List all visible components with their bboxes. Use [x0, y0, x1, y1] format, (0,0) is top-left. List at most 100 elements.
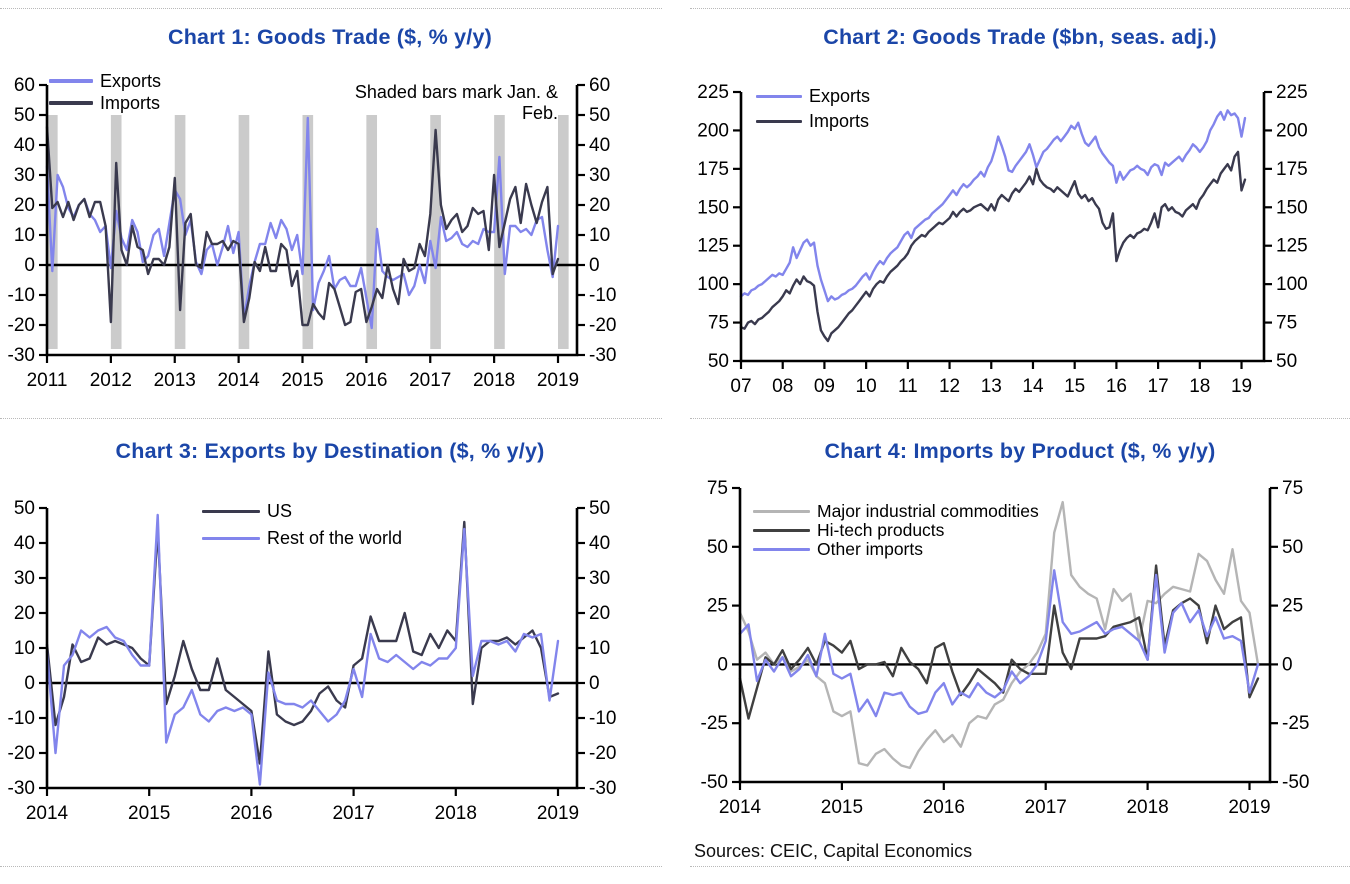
- chart2-title: Chart 2: Goods Trade ($bn, seas. adj.): [823, 25, 1217, 49]
- chart2-plot: 225 225 200 200 175 175 150 150 125 125 100 100 75 75…: [697, 82, 1307, 397]
- legend-swatch: [756, 119, 802, 124]
- y-tick-label: 20: [589, 195, 610, 216]
- legend-label: Exports: [809, 86, 871, 106]
- y-tick-label: 40: [589, 135, 610, 156]
- x-tick-label: 2014: [26, 803, 69, 824]
- y-tick-label: 20: [14, 603, 35, 624]
- legend-label: Hi-tech products: [817, 520, 945, 540]
- y-tick-label: -20: [589, 315, 616, 336]
- legend-swatch: [49, 101, 93, 105]
- y-tick-label: 50: [14, 498, 35, 519]
- legend-label: Other imports: [817, 539, 923, 559]
- legend-item: Hi-tech products: [753, 520, 1039, 540]
- y-tick-label: 200: [1276, 120, 1308, 141]
- x-tick-label: 12: [939, 376, 960, 397]
- y-tick-label: 125: [1276, 236, 1308, 257]
- legend-swatch: [49, 79, 93, 83]
- y-tick-label: 50: [589, 105, 610, 126]
- y-tick-label: -20: [8, 315, 35, 336]
- chart3-plot: 50 50 40 40 30 30 20 20 10 10 0 0 -10 -10 -20 -20 -30 -30…: [8, 498, 617, 824]
- x-tick-label: 2017: [332, 803, 374, 824]
- y-tick-label: -50: [1282, 772, 1309, 793]
- legend-swatch: [756, 94, 802, 99]
- y-tick-label: -20: [589, 743, 616, 764]
- y-tick-label: 150: [697, 197, 729, 218]
- other-imports-line: [738, 569, 1260, 718]
- x-tick-label: 2017: [1025, 797, 1067, 818]
- y-tick-label: 40: [589, 533, 610, 554]
- divider: [0, 418, 662, 419]
- legend-item: Exports: [756, 84, 870, 109]
- y-tick-label: -30: [589, 778, 616, 799]
- x-tick-label: 17: [1148, 376, 1169, 397]
- divider: [690, 866, 1350, 867]
- y-tick-label: -30: [8, 345, 35, 366]
- chart4-title: Chart 4: Imports by Product ($, % y/y): [824, 439, 1216, 463]
- major-industrial-commodities-line: [738, 500, 1260, 770]
- y-tick-label: 100: [697, 274, 729, 295]
- shaded-bar: [47, 115, 58, 349]
- x-tick-label: 10: [856, 376, 877, 397]
- x-tick-label: 2016: [345, 370, 387, 391]
- chart3-legend: US Rest of the world: [202, 498, 402, 552]
- divider: [690, 8, 1350, 9]
- y-tick-label: 30: [14, 165, 35, 186]
- divider: [0, 866, 662, 867]
- y-tick-label: -10: [8, 285, 35, 306]
- chart2-legend: Exports Imports: [756, 84, 870, 134]
- exports-line: [45, 116, 560, 330]
- y-tick-label: 30: [14, 568, 35, 589]
- legend-label: Imports: [809, 111, 870, 131]
- x-tick-label: 15: [1064, 376, 1085, 397]
- chart1-legend: Exports Imports: [49, 70, 161, 114]
- legend-label: Exports: [100, 70, 162, 91]
- imports-line: [739, 150, 1247, 343]
- legend-item: Imports: [49, 92, 161, 114]
- rest-of-the-world-line: [45, 513, 560, 786]
- chart2-goods-trade-bn-panel: Chart 2: Goods Trade ($bn, seas. adj.) 2…: [690, 8, 1350, 418]
- legend-item: Rest of the world: [202, 525, 402, 552]
- x-tick-label: 2019: [1228, 797, 1270, 818]
- legend-item: Imports: [756, 109, 870, 134]
- y-tick-label: 175: [1276, 159, 1308, 180]
- us-line: [45, 520, 560, 765]
- y-tick-label: -25: [701, 713, 728, 734]
- y-tick-label: 20: [14, 195, 35, 216]
- y-tick-label: 75: [707, 478, 728, 499]
- series-lines: [45, 116, 560, 330]
- y-tick-label: 50: [1276, 351, 1297, 372]
- x-tick-label: 2019: [537, 370, 579, 391]
- y-tick-label: 10: [589, 225, 610, 246]
- y-tick-label: 225: [1276, 82, 1308, 103]
- y-tick-label: 125: [697, 236, 729, 257]
- legend-item: Exports: [49, 70, 161, 92]
- y-tick-label: 200: [697, 120, 729, 141]
- x-tick-label: 16: [1106, 376, 1127, 397]
- x-tick-label: 2015: [281, 370, 323, 391]
- series-lines: [739, 109, 1247, 343]
- y-tick-label: 0: [589, 255, 600, 276]
- legend-item: Other imports: [753, 539, 1039, 559]
- y-tick-label: 150: [1276, 197, 1308, 218]
- legend-label: Major industrial commodities: [817, 501, 1039, 521]
- x-tick-label: 2013: [154, 370, 196, 391]
- y-tick-label: 0: [589, 673, 600, 694]
- x-tick-label: 2014: [719, 797, 762, 818]
- series-lines: [738, 500, 1260, 770]
- x-tick-label: 2016: [923, 797, 965, 818]
- x-tick-label: 07: [730, 376, 751, 397]
- axes-and-ticks: 225 225 200 200 175 175 150 150 125 125 100 100 75 75…: [697, 82, 1307, 397]
- x-tick-label: 2015: [128, 803, 170, 824]
- y-tick-label: 175: [697, 159, 729, 180]
- x-tick-label: 14: [1022, 376, 1044, 397]
- y-tick-label: -10: [589, 708, 616, 729]
- legend-swatch: [753, 528, 810, 533]
- x-tick-label: 13: [981, 376, 1002, 397]
- legend-label: Rest of the world: [267, 528, 403, 548]
- x-tick-label: 2019: [537, 803, 579, 824]
- divider: [0, 8, 662, 9]
- chart3-exports-destination-panel: Chart 3: Exports by Destination ($, % y/…: [0, 422, 660, 846]
- y-tick-label: 225: [697, 82, 729, 103]
- shaded-bar: [302, 115, 314, 349]
- y-tick-label: 60: [589, 75, 610, 96]
